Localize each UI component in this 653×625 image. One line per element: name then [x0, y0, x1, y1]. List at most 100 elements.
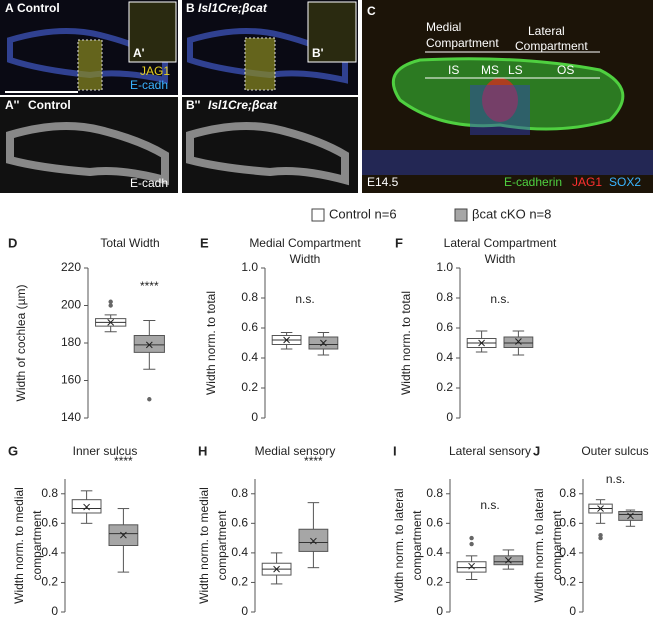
- significance: n.s.: [295, 292, 314, 306]
- image-b: B Isl1Cre;βcat B': [182, 0, 358, 95]
- image-title: Isl1Cre;βcat: [208, 98, 278, 112]
- panel-label: D: [8, 235, 17, 250]
- box: [298, 528, 329, 552]
- chart-title: Medial Compartment: [249, 236, 361, 250]
- stain-label: JAG1: [572, 175, 602, 189]
- panel-label: B'': [186, 98, 201, 112]
- y-axis-label: Width norm. to lateral: [532, 488, 546, 602]
- mean-marker: [320, 339, 327, 347]
- stain-label: JAG1: [140, 64, 170, 78]
- stain-label: E-cadherin: [504, 175, 562, 189]
- y-tick-label: 0.6: [436, 320, 453, 334]
- image-title: Control: [17, 1, 60, 15]
- y-tick-label: 0.4: [559, 545, 576, 559]
- mean-marker: [505, 556, 512, 564]
- y-tick-label: 0.4: [241, 350, 258, 364]
- chart-title: Medial sensory: [255, 444, 336, 458]
- image-a: A Control A' JAG1 E-cadh: [0, 0, 178, 95]
- y-tick-label: 0: [51, 604, 58, 618]
- y-tick-label: 140: [61, 410, 81, 424]
- mean-marker: [468, 562, 475, 570]
- y-tick-label: 220: [61, 260, 81, 274]
- y-tick-label: 0.8: [426, 486, 443, 500]
- mean-marker: [145, 341, 153, 349]
- panel-label: C: [367, 4, 376, 18]
- y-tick-label: 0.8: [436, 290, 453, 304]
- y-tick-label: 0.4: [426, 545, 443, 559]
- stain-label: E-cadh: [130, 176, 168, 190]
- y-axis-label: compartment: [550, 510, 564, 581]
- y-tick-label: 0.8: [231, 486, 248, 500]
- y-tick-label: 0.6: [241, 320, 258, 334]
- y-tick-label: 0.2: [241, 380, 258, 394]
- significance: ****: [140, 279, 159, 293]
- stain-label: E-cadh: [130, 78, 168, 92]
- y-tick-label: 0.4: [41, 545, 58, 559]
- y-tick-label: 0.8: [559, 486, 576, 500]
- y-tick-label: 0.6: [231, 516, 248, 530]
- y-axis-label: Width of cochlea (µm): [14, 285, 28, 402]
- compartment-label: Medial: [426, 20, 461, 34]
- legend-swatch: [311, 208, 325, 222]
- image-b2: B'' Isl1Cre;βcat: [182, 97, 358, 193]
- region-label: MS: [481, 63, 499, 77]
- y-tick-label: 0.2: [426, 575, 443, 589]
- significance: ****: [304, 454, 323, 468]
- y-tick-label: 0.8: [241, 290, 258, 304]
- box: [133, 335, 165, 353]
- y-tick-label: 0.4: [231, 545, 248, 559]
- mean-marker: [597, 505, 604, 512]
- y-axis-label: Width norm. to total: [204, 291, 218, 395]
- y-axis-label: Width norm. to medial: [12, 487, 26, 604]
- mean-marker: [83, 503, 90, 511]
- compartment-label: Compartment: [515, 39, 588, 53]
- region-label: LS: [508, 63, 523, 77]
- panel-label: J: [533, 443, 540, 458]
- y-tick-label: 200: [61, 298, 81, 312]
- legend-label: βcat cKO n=8: [472, 206, 551, 221]
- image-title: Control: [28, 98, 71, 112]
- y-tick-label: 0: [436, 604, 443, 618]
- outlier: [469, 541, 474, 547]
- chart-title: Lateral Compartment: [444, 236, 557, 250]
- y-tick-label: 0: [241, 604, 248, 618]
- significance: ****: [114, 454, 133, 468]
- mean-marker: [120, 531, 127, 539]
- box: [456, 561, 487, 573]
- outlier: [598, 532, 603, 538]
- chart-title: Lateral sensory: [449, 444, 531, 458]
- y-axis-label: compartment: [30, 510, 44, 581]
- legend-swatch: [454, 208, 468, 222]
- y-tick-label: 0.8: [41, 486, 58, 500]
- compartment-label: Compartment: [426, 36, 499, 50]
- panel-label: B: [186, 1, 195, 15]
- y-tick-label: 180: [61, 335, 81, 349]
- panel-label: G: [8, 443, 18, 458]
- panel-label: A'': [5, 98, 20, 112]
- panel-label: A: [5, 1, 14, 15]
- stain-label: SOX2: [609, 175, 641, 189]
- significance: n.s.: [480, 498, 499, 512]
- y-tick-label: 0.6: [426, 516, 443, 530]
- y-tick-label: 0.2: [41, 575, 58, 589]
- chart-title: Width: [485, 252, 516, 266]
- chart-title: Width: [290, 252, 321, 266]
- box: [71, 499, 102, 514]
- y-axis-label: compartment: [215, 510, 229, 581]
- significance: n.s.: [606, 472, 625, 486]
- y-axis-label: Width norm. to total: [399, 291, 413, 395]
- y-axis-label: compartment: [410, 510, 424, 581]
- y-tick-label: 1.0: [436, 260, 453, 274]
- panel-label: I: [393, 443, 397, 458]
- y-tick-label: 0.6: [41, 516, 58, 530]
- chart-title: Total Width: [100, 236, 159, 250]
- box: [503, 336, 534, 348]
- panel-label: F: [395, 235, 403, 250]
- y-axis-label: Width norm. to lateral: [392, 488, 406, 602]
- inset-label: B': [312, 46, 324, 60]
- inset-label: A': [133, 46, 145, 60]
- y-tick-label: 1.0: [241, 260, 258, 274]
- panel-label: E: [200, 235, 209, 250]
- mean-marker: [515, 338, 522, 345]
